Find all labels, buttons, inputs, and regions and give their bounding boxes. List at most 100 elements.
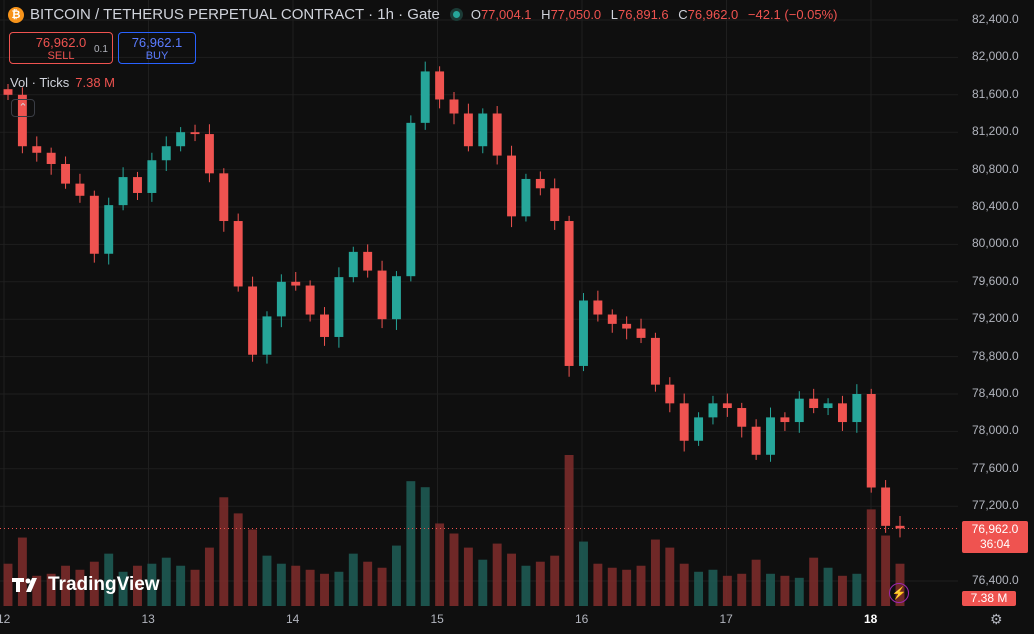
candle-body [348,251,358,278]
x-tick-label: 14 [286,612,300,626]
sell-button[interactable]: 76,962.0 SELL [9,32,113,64]
volume-bar [118,571,128,606]
candle-body [161,146,171,161]
candle-body [435,71,445,100]
x-tick-label: 17 [719,612,733,626]
volume-bar [579,541,588,606]
volume-bar [334,571,344,606]
collapse-chevron-up-icon[interactable]: ⌃ [11,99,35,117]
candle-body [866,394,876,488]
volume-bar [852,573,862,606]
candle-body [521,178,531,217]
volume-bar [679,563,689,606]
x-tick-label: 16 [575,612,589,626]
candle-body [320,314,329,337]
candle-body [737,408,747,427]
volume-bar [492,543,502,606]
volume-bar [881,535,891,606]
y-tick-label: 77,600.0 [972,460,1019,475]
candle-body [32,146,42,153]
candle-body [463,113,473,147]
candle-body [694,417,704,441]
buy-button[interactable]: 76,962.1 BUY [118,32,196,64]
volume-bar [391,545,401,606]
volume-bar [607,567,617,606]
candle-body [837,403,847,423]
y-tick-label: 78,000.0 [972,423,1019,438]
candle-body [881,487,891,526]
y-tick-label: 81,200.0 [972,124,1019,139]
volume-bar [535,561,545,606]
volume-bar [794,577,804,606]
y-tick-label: 81,600.0 [972,86,1019,101]
y-tick-label: 78,400.0 [972,386,1019,400]
y-tick-label: 79,200.0 [972,311,1019,326]
volume-bar [823,567,833,606]
candle-body [708,403,718,418]
x-tick-label: 12 [0,612,11,626]
candle-body [823,403,833,409]
volume-bar [190,569,200,606]
candle-body [377,270,387,320]
candle-body [406,122,416,277]
candle-body [564,221,574,366]
chart-header: ₿ BITCOIN / TETHERUS PERPETUAL CONTRACT … [8,6,844,23]
candle-body [478,113,488,147]
candle-body [3,89,13,95]
volume-bar [593,563,603,606]
volume-bar [248,529,258,606]
y-tick-label: 80,000.0 [972,236,1019,251]
volume-bar [722,575,732,606]
volume-bar [75,569,85,606]
candle-body [895,525,905,529]
ohlc-values: O77,004.1 H77,050.0 L76,891.6 C76,962.0 … [470,7,838,22]
volume-bar [866,509,876,606]
candle-body [593,300,603,315]
volume-bar [751,559,761,606]
candle-body [607,314,617,324]
candle-body [334,277,344,337]
volume-bar [204,547,214,606]
candle-body [492,113,502,156]
volume-bar [737,573,747,606]
y-tick-label: 80,800.0 [972,161,1019,176]
candles [3,61,905,538]
candle-body [46,152,56,164]
candle-body [17,94,27,147]
volume-bar [622,569,632,606]
volume-bar [104,553,114,606]
lightning-icon[interactable]: ⚡ [889,583,909,603]
volume-bar [435,523,445,606]
candle-body [507,155,517,217]
volume-bar [406,481,416,606]
market-status-icon [449,8,463,21]
candle-body [118,177,128,206]
volume-bar [420,487,430,606]
volume-bar [320,573,329,606]
y-tick-label: 76,400.0 [972,573,1019,587]
spread-value: 0.1 [94,44,108,55]
tradingview-logo[interactable]: TradingView [12,574,160,596]
volume-bar [550,555,560,606]
candle-body [276,281,286,317]
candle-body [780,417,790,423]
volume-bar [3,563,13,606]
candle-body [147,160,157,193]
candle-body [809,398,819,409]
candle-body [579,300,588,366]
candle-body [794,398,804,423]
volume-bar [766,573,775,606]
volume-bar [694,571,704,606]
volume-bar [521,565,531,606]
gear-icon[interactable]: ⚙ [990,611,1003,627]
candle-body [391,276,401,320]
candle-body [636,328,646,338]
volume-bar [147,563,157,606]
volume-bar [89,561,99,606]
volume-legend[interactable]: Vol · Ticks 7.38 M [10,75,115,90]
y-tick-label: 77,200.0 [972,498,1019,513]
symbol-title[interactable]: BITCOIN / TETHERUS PERPETUAL CONTRACT · … [30,6,440,23]
tradingview-logo-icon [12,578,37,592]
candle-body [665,384,675,404]
